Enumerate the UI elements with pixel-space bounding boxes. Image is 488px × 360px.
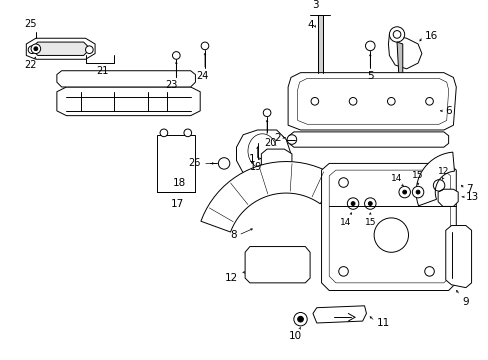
- Polygon shape: [437, 189, 457, 206]
- Text: 25: 25: [24, 19, 36, 29]
- Text: 16: 16: [424, 31, 437, 41]
- Circle shape: [415, 190, 419, 194]
- Text: 1: 1: [248, 154, 255, 164]
- Polygon shape: [34, 42, 87, 55]
- Circle shape: [367, 202, 371, 206]
- Text: 6: 6: [444, 106, 450, 116]
- Circle shape: [263, 109, 270, 117]
- Polygon shape: [57, 71, 195, 87]
- Text: 17: 17: [170, 199, 183, 209]
- Text: 8: 8: [229, 230, 236, 240]
- Text: 23: 23: [165, 80, 177, 90]
- Text: 14: 14: [390, 174, 402, 183]
- Circle shape: [392, 31, 400, 38]
- Polygon shape: [57, 87, 200, 116]
- Text: 4: 4: [307, 20, 314, 30]
- Text: 13: 13: [465, 192, 478, 202]
- Polygon shape: [445, 225, 470, 288]
- Polygon shape: [396, 42, 402, 77]
- Text: 21: 21: [96, 66, 109, 76]
- Text: 18: 18: [172, 177, 185, 188]
- Circle shape: [28, 46, 36, 54]
- Circle shape: [297, 316, 303, 322]
- Circle shape: [172, 51, 180, 59]
- Text: 22: 22: [24, 60, 36, 70]
- Text: 5: 5: [366, 71, 373, 81]
- Polygon shape: [287, 73, 455, 130]
- Circle shape: [398, 186, 409, 198]
- Circle shape: [364, 198, 375, 209]
- Circle shape: [253, 136, 261, 143]
- Text: 15: 15: [411, 171, 423, 180]
- Text: 15: 15: [364, 218, 375, 227]
- Polygon shape: [201, 162, 338, 232]
- Polygon shape: [244, 247, 309, 283]
- Circle shape: [402, 190, 406, 194]
- Circle shape: [85, 46, 93, 54]
- Text: 9: 9: [462, 297, 468, 307]
- Circle shape: [293, 312, 306, 326]
- Polygon shape: [387, 35, 421, 69]
- Circle shape: [365, 41, 374, 51]
- Text: 10: 10: [288, 330, 302, 341]
- Circle shape: [201, 42, 208, 50]
- Text: 12: 12: [437, 167, 448, 176]
- Polygon shape: [261, 149, 291, 170]
- Polygon shape: [236, 130, 290, 173]
- Text: 2: 2: [273, 132, 280, 143]
- Polygon shape: [157, 135, 195, 192]
- Polygon shape: [414, 103, 438, 121]
- Text: 20: 20: [263, 138, 276, 148]
- Circle shape: [34, 47, 38, 51]
- Text: 12: 12: [224, 273, 238, 283]
- Text: 26: 26: [187, 158, 200, 168]
- Circle shape: [218, 158, 229, 169]
- Circle shape: [160, 129, 167, 137]
- Text: 7: 7: [465, 184, 471, 194]
- Circle shape: [411, 186, 423, 198]
- Polygon shape: [312, 306, 366, 323]
- Text: 3: 3: [312, 0, 319, 10]
- Circle shape: [388, 27, 404, 42]
- Polygon shape: [26, 38, 95, 59]
- Polygon shape: [288, 132, 447, 147]
- Circle shape: [346, 198, 358, 209]
- Text: 14: 14: [339, 218, 350, 227]
- Circle shape: [183, 129, 191, 137]
- Circle shape: [286, 135, 296, 144]
- Text: 19: 19: [249, 162, 261, 171]
- Polygon shape: [317, 15, 322, 73]
- Circle shape: [350, 202, 354, 206]
- Text: 11: 11: [376, 318, 389, 328]
- Polygon shape: [415, 152, 453, 206]
- Circle shape: [31, 44, 41, 54]
- Text: 24: 24: [196, 71, 208, 81]
- Polygon shape: [321, 163, 455, 291]
